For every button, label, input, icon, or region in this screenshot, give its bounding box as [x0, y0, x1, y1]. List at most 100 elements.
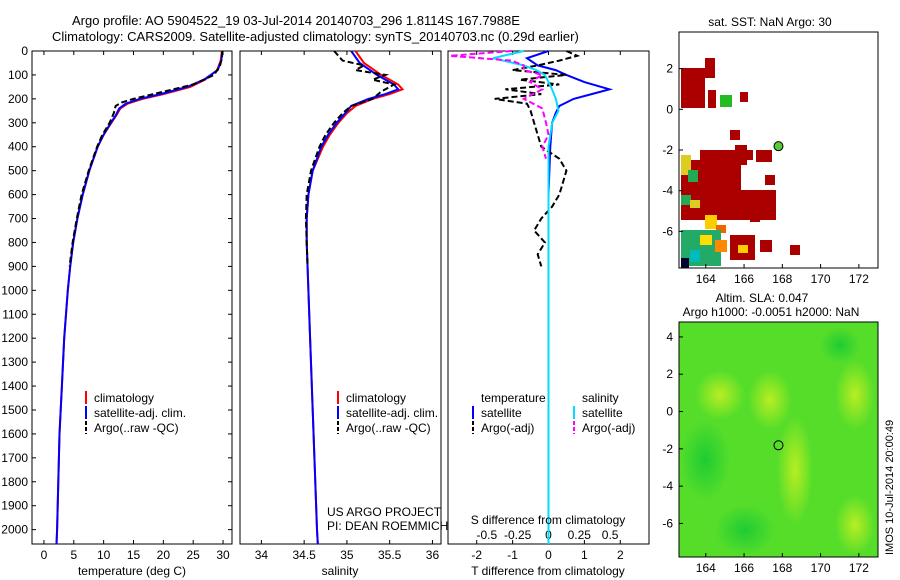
legend-label-s-satellite: satellite	[582, 406, 623, 420]
argo-position-marker	[773, 440, 784, 451]
salinity-panel: 34 34.5 35 35.5 36 salinity climatology sate…	[239, 50, 448, 578]
depth-tick-label: 1200	[1, 331, 28, 345]
sst-map-title: sat. SST: NaN Argo: 30	[708, 15, 832, 29]
map-x-tick-label: 172	[849, 561, 869, 575]
map-x-tick-label: 166	[734, 272, 754, 286]
depth-tick-label: 1000	[1, 283, 28, 297]
legend-label-t-satellite: satellite	[481, 406, 522, 420]
temperature-x-axis: 0 5 10 15 20 25 30	[41, 51, 230, 562]
depth-tick-label: 1300	[1, 355, 28, 369]
argo-position-marker	[773, 141, 784, 152]
map-y-tick-label: -4	[662, 184, 673, 198]
x-tick-label: 2	[617, 548, 624, 562]
sst-cell	[750, 210, 760, 222]
x-tick-label: 25	[187, 548, 201, 562]
temperature-legend: climatology satellite-adj. clim. Argo(..…	[85, 391, 186, 435]
legend-label-satellite: satellite-adj. clim.	[346, 406, 438, 420]
legend-label-satellite: satellite-adj. clim.	[94, 406, 186, 420]
depth-tick-label: 1400	[1, 379, 28, 393]
sst-cell	[708, 90, 716, 108]
depth-tick-label: 400	[8, 140, 28, 154]
s-tick-label: -0.25	[504, 528, 532, 542]
depth-tick-label: 200	[8, 92, 28, 106]
difference-panel: -2 -1 0 1 2-0.5 -0.25 0 0.25 0.5 T difference fr…	[447, 50, 650, 578]
depth-tick-label: 0	[21, 44, 28, 58]
temperature-plot-frame	[31, 50, 233, 545]
salinity-legend: climatology satellite-adj. clim. Argo(..…	[337, 391, 438, 435]
map-y-tick-label: 0	[666, 102, 673, 116]
temperature-xlabel: temperature (deg C)	[78, 564, 186, 578]
x-tick-label: 5	[70, 548, 77, 562]
map-y-tick-label: -6	[662, 516, 673, 530]
sst-cell	[688, 170, 698, 182]
map-y-tick-label: -6	[662, 224, 673, 238]
depth-tick-label: 500	[8, 164, 28, 178]
sst-cell	[681, 155, 691, 175]
depth-tick-label: 1700	[1, 451, 28, 465]
difference-series	[449, 50, 614, 544]
s-difference-xlabel: S difference from climatology	[471, 513, 626, 527]
legend-label-climatology: climatology	[94, 391, 154, 405]
sst-map-axes: 164 166 168 170 172 2 0 -2 -4 -6	[662, 62, 869, 286]
sst-cell	[705, 58, 715, 78]
sla-map-subtitle: Argo h1000: -0.0051 h2000: NaN	[683, 305, 860, 319]
depth-tick-label: 1500	[1, 403, 28, 417]
t-difference-xlabel: T difference from climatology	[471, 564, 625, 578]
sst-cell	[720, 95, 732, 107]
project-annotation: US ARGO PROJECT	[327, 505, 442, 519]
x-tick-label: 10	[97, 548, 111, 562]
sla-map-frame	[678, 321, 879, 558]
series-line-satellite-adj-clim	[305, 50, 400, 545]
depth-tick-label: 1600	[1, 427, 28, 441]
series-line-argo-raw-qc	[304, 50, 397, 267]
sst-cell	[760, 240, 772, 252]
depth-tick-label: 100	[8, 68, 28, 82]
legend-label-s-argo: Argo(-adj)	[582, 421, 635, 435]
sst-cell	[681, 195, 691, 205]
x-tick-label: 34.5	[292, 548, 316, 562]
series-line-salinity-satellite	[492, 50, 560, 544]
sst-cell	[690, 200, 700, 208]
x-tick-label: 20	[157, 548, 171, 562]
difference-legend: temperature salinity satellite Argo(-adj…	[472, 391, 635, 435]
salinity-xlabel: salinity	[322, 564, 359, 578]
sst-cell	[700, 150, 740, 170]
sst-cell	[765, 175, 775, 185]
map-x-tick-label: 168	[772, 561, 792, 575]
sst-cell	[716, 225, 726, 233]
sla-map-title: Altim. SLA: 0.047	[716, 291, 809, 305]
depth-tick-label: 2000	[1, 523, 28, 537]
map-x-tick-label: 164	[696, 561, 716, 575]
x-tick-label: 0	[545, 548, 552, 562]
series-line-salinity-argo-adj	[449, 50, 550, 159]
sla-map-panel: Altim. SLA: 0.047 Argo h1000: -0.0051 h2…	[662, 291, 879, 575]
x-tick-label: -2	[471, 548, 482, 562]
x-tick-label: -1	[507, 548, 518, 562]
map-y-tick-label: 0	[666, 405, 673, 419]
sst-cell	[700, 235, 712, 245]
salinity-series	[304, 50, 405, 545]
depth-tick-label: 900	[8, 259, 28, 273]
map-y-tick-label: -2	[662, 442, 673, 456]
salinity-plot-frame	[239, 50, 442, 545]
sst-cell	[715, 240, 727, 252]
sla-anomaly-shading	[680, 327, 875, 555]
depth-tick-label: 700	[8, 212, 28, 226]
x-tick-label: 15	[127, 548, 141, 562]
map-x-tick-label: 170	[811, 272, 831, 286]
sst-cell	[730, 130, 740, 140]
depth-tick-label: 1900	[1, 499, 28, 513]
sst-cell	[756, 150, 772, 162]
salinity-x-axis: 34 34.5 35 35.5 36	[255, 51, 439, 562]
map-y-tick-label: -2	[662, 143, 673, 157]
map-x-tick-label: 170	[811, 561, 831, 575]
map-x-tick-label: 172	[849, 272, 869, 286]
s-tick-label: 0.25	[568, 528, 592, 542]
x-tick-label: 30	[216, 548, 230, 562]
sla-map-axes: 164 166 168 170 172 4 2 0 -2 -4 -6	[662, 330, 869, 575]
map-y-tick-label: -4	[662, 479, 673, 493]
x-tick-label: 1	[581, 548, 588, 562]
x-tick-label: 35	[340, 548, 354, 562]
sst-cell	[740, 92, 748, 102]
pi-annotation: PI: DEAN ROEMMICH	[327, 519, 448, 533]
